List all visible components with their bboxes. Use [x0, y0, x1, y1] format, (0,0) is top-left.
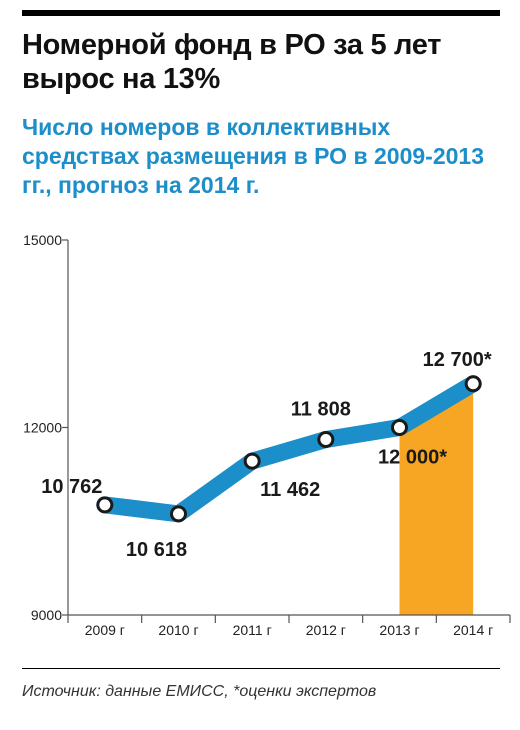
x-tick-label: 2014 г — [453, 622, 493, 638]
series-line — [96, 375, 482, 523]
chart-title: Номерной фонд в РО за 5 лет вырос на 13% — [22, 29, 442, 95]
data-point — [170, 505, 187, 523]
source-rule — [22, 668, 500, 669]
data-label: 11 808 — [291, 399, 351, 421]
data-point — [317, 431, 335, 448]
y-tick-label: 9000 — [31, 607, 62, 623]
source-note: Источник: данные ЕМИСС, *оценки эксперто… — [22, 683, 377, 700]
y-tick-label: 12000 — [23, 420, 62, 436]
x-tick-label: 2013 г — [379, 622, 419, 638]
data-point — [96, 496, 114, 514]
data-point — [243, 452, 261, 470]
x-tick-label: 2012 г — [306, 622, 346, 638]
data-point — [391, 419, 408, 436]
data-label: 10 618 — [126, 539, 187, 561]
top-rule — [22, 10, 500, 16]
data-label: 11 462 — [260, 479, 320, 501]
x-tick-label: 2009 г — [85, 622, 125, 638]
data-label: 12 000* — [378, 447, 447, 469]
data-point — [464, 375, 482, 393]
chart-subtitle: Число номеров в коллективных средствах р… — [22, 114, 484, 198]
x-tick-label: 2011 г — [233, 622, 272, 638]
y-tick-label: 15000 — [23, 232, 62, 248]
line-chart: 9000 12000 15000 2009 г 2010 г 2011 г 2012 г 20… — [23, 232, 511, 638]
data-label: 10 762 — [41, 476, 102, 498]
data-label: 12 700* — [423, 349, 492, 371]
x-tick-label: 2010 г — [158, 622, 198, 638]
forecast-area — [399, 383, 474, 615]
